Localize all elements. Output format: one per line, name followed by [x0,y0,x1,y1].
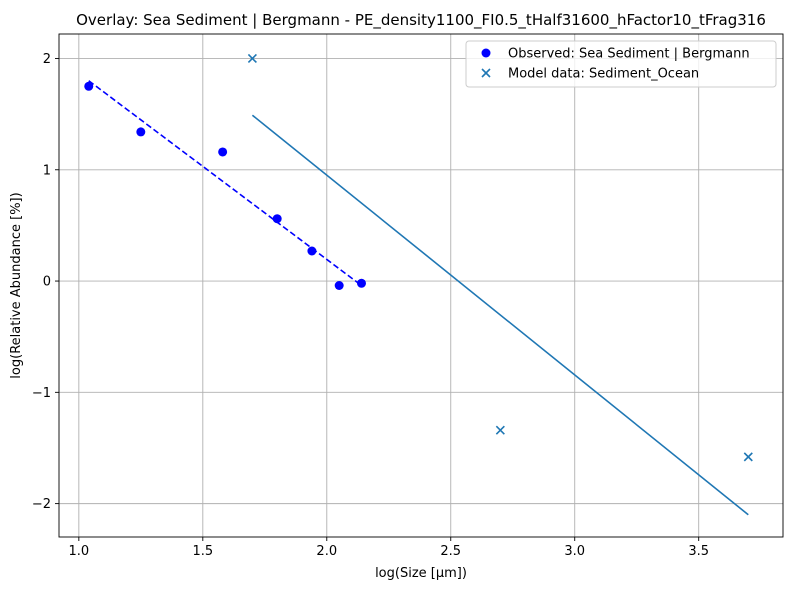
series-layer [84,53,753,516]
model-fit-line [251,114,749,516]
chart-title: Overlay: Sea Sediment | Bergmann - PE_de… [76,11,766,30]
legend-marker-model [481,68,491,78]
observed-point [356,278,366,288]
model-point [743,452,753,462]
legend-box [465,40,777,88]
legend-marker-observed [481,48,491,58]
legend-label-observed: Observed: Sea Sediment | Bergmann [508,47,750,62]
x-tick-label: 1.5 [192,544,213,559]
y-tick-label: 0 [43,275,51,290]
observed-point [334,281,344,290]
x-tick-label: 3.0 [564,544,585,559]
legend-label-model: Model data: Sediment_Ocean [508,67,699,82]
grid [59,34,783,537]
x-tick-label: 3.5 [688,544,709,559]
plot-frame [58,33,784,538]
y-tick-label: −1 [32,386,51,401]
observed-point [272,214,282,224]
model-point-stroke [247,53,257,64]
x-tick-label: 2.5 [440,544,461,559]
observed-fit-line [88,80,362,287]
observed-point [218,147,228,157]
y-tick-label: 2 [43,52,51,67]
y-tick-label: 1 [43,163,51,178]
model-point [247,53,257,64]
x-tick-label: 1.0 [68,544,89,559]
model-point-stroke [495,425,505,435]
legend-marker-model-stroke [481,68,491,78]
ticks: 1.0 1.5 2.0 2.5 3.0 3.5 −2 −1 0 1 2 [32,52,709,559]
observed-point [136,127,146,137]
y-axis-label: log(Relative Abundance [%]) [9,192,24,378]
observed-point [307,246,317,256]
x-axis-label: log(Size [µm]) [375,566,467,581]
model-point [495,425,505,435]
legend: Observed: Sea Sediment | Bergmann Model … [465,40,777,88]
observed-point [84,81,94,91]
y-tick-label: −2 [32,497,51,512]
x-tick-label: 2.0 [316,544,337,559]
model-point-stroke [743,452,753,462]
